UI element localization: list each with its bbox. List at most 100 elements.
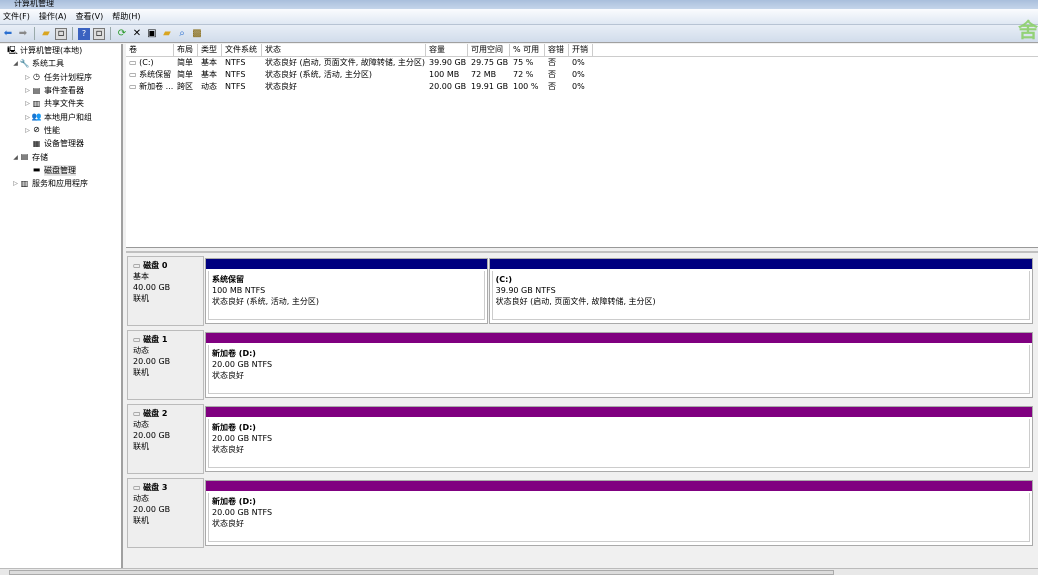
table-cell: 状态良好 <box>265 82 297 91</box>
table-cell: 状态良好 (系统, 活动, 主分区) <box>265 70 372 79</box>
event-viewer-icon: ▤ <box>32 85 41 95</box>
properties-icon[interactable]: ▣ <box>147 27 157 39</box>
menu-view[interactable]: 查看(V) <box>75 12 104 21</box>
tree-item-label: 磁盘管理 <box>44 164 76 176</box>
expander-icon[interactable]: ◢ <box>13 60 18 68</box>
expander-icon[interactable]: ▷ <box>25 100 30 108</box>
partition-name: 系统保留 <box>212 275 244 284</box>
disk-status: 联机 <box>133 368 149 377</box>
expander-icon[interactable]: ▷ <box>25 113 30 121</box>
table-cell: 39.90 GB <box>429 58 467 67</box>
partition-bar <box>206 333 1032 343</box>
menu-help[interactable]: 帮助(H) <box>112 12 141 21</box>
disk-label[interactable]: ▭ 磁盘 3 动态 20.00 GB 联机 <box>127 478 204 548</box>
column-header[interactable]: 开销 <box>569 44 593 56</box>
show-hide-tree-icon[interactable]: ▫ <box>55 27 67 40</box>
column-header[interactable]: % 可用 <box>510 44 545 56</box>
menu-file[interactable]: 文件(F) <box>3 12 30 21</box>
disk-label[interactable]: ▭ 磁盘 2 动态 20.00 GB 联机 <box>127 404 204 474</box>
column-header[interactable]: 类型 <box>198 44 222 56</box>
tools-icon: 🔧 <box>19 58 30 68</box>
tree-item[interactable]: ▷ ▤ 事件查看器 <box>0 84 121 97</box>
up-folder-icon[interactable]: ▰ <box>42 27 50 39</box>
column-header[interactable]: 布局 <box>174 44 198 56</box>
tree-item[interactable]: ▷ ⊘ 性能 <box>0 124 121 137</box>
column-header[interactable]: 状态 <box>262 44 426 56</box>
forward-icon[interactable]: ➡ <box>18 27 28 39</box>
expander-icon[interactable]: ▷ <box>25 126 30 134</box>
tree-item-label: 本地用户和组 <box>44 112 92 122</box>
tree-item-label: 共享文件夹 <box>44 99 84 109</box>
partition[interactable]: (C:) 39.90 GB NTFS 状态良好 (启动, 页面文件, 故障转储, 主… <box>488 258 1033 324</box>
tree-item[interactable]: ▷ 👥 本地用户和组 <box>0 110 121 123</box>
disk-name: 磁盘 2 <box>143 409 168 418</box>
expander-icon[interactable]: ▷ <box>13 180 18 188</box>
partition-bar <box>206 407 1032 417</box>
column-header[interactable]: 卷 <box>126 44 174 56</box>
tree-item[interactable]: ▷ ▥ 共享文件夹 <box>0 97 121 110</box>
table-cell: NTFS <box>225 58 246 67</box>
delete-icon[interactable]: ✕ <box>132 27 142 39</box>
tree-item[interactable]: ◢ 🔧 系统工具 <box>0 57 121 70</box>
tree-item[interactable]: ▦ 设备管理器 <box>0 137 121 150</box>
column-header[interactable]: 可用空间 <box>468 44 510 56</box>
table-cell: 29.75 GB <box>471 58 509 67</box>
table-row[interactable]: ▭ (C:) 简单 基本 NTFS 状态良好 (启动, 页面文件, 故障转储, 主分区)… <box>126 57 1038 69</box>
expander-icon[interactable]: ▷ <box>25 87 30 95</box>
disk-settings-icon[interactable]: ▩ <box>192 27 202 39</box>
disk-label[interactable]: ▭ 磁盘 0 基本 40.00 GB 联机 <box>127 256 204 326</box>
disk-row: ▭ 磁盘 2 动态 20.00 GB 联机 新加卷 (D:) 20.00 GB NTFS 状… <box>127 404 1036 474</box>
tree-item-label: 服务和应用程序 <box>32 179 88 189</box>
window-title: 计算机管理 <box>14 0 54 8</box>
disk-status: 联机 <box>133 442 149 451</box>
refresh-icon[interactable]: ⟳ <box>117 27 127 39</box>
horizontal-scrollbar[interactable] <box>0 568 1038 575</box>
menu-action[interactable]: 操作(A) <box>38 12 67 21</box>
navigation-tree: 🖳 计算机管理(本地) ◢ 🔧 系统工具 ▷ ◷ 任务计划程序 ▷ ▤ 事件查看器 ▷ ▥ 共享文件夹 ▷ 👥… <box>0 44 123 568</box>
disk-row: ▭ 磁盘 0 基本 40.00 GB 联机 系统保留 100 MB NTFS 状态良好 (系… <box>127 256 1036 326</box>
partition[interactable]: 新加卷 (D:) 20.00 GB NTFS 状态良好 <box>205 480 1033 546</box>
toolbar-separator <box>34 27 35 40</box>
table-cell: 简单 <box>177 70 193 79</box>
show-hide-action-icon[interactable]: ▫ <box>93 27 105 40</box>
disk-size: 20.00 GB <box>133 505 171 514</box>
tree-item[interactable]: 🖳 计算机管理(本地) <box>0 44 121 57</box>
column-header[interactable]: 文件系统 <box>222 44 262 56</box>
back-icon[interactable]: ⬅ <box>3 27 13 39</box>
tree-item[interactable]: ▷ ◷ 任务计划程序 <box>0 71 121 84</box>
open-icon[interactable]: ▰ <box>163 27 171 39</box>
tree-item-label: 性能 <box>44 125 60 135</box>
tree-item[interactable]: ▷ ▥ 服务和应用程序 <box>0 177 121 190</box>
table-cell: 72 % <box>513 70 534 79</box>
computer-icon: 🖳 <box>7 45 18 55</box>
disk-type: 动态 <box>133 494 149 503</box>
partition[interactable]: 新加卷 (D:) 20.00 GB NTFS 状态良好 <box>205 332 1033 398</box>
watermark: 舍 <box>1018 18 1038 42</box>
disk-type: 基本 <box>133 272 149 281</box>
help-icon[interactable]: ? <box>78 27 90 40</box>
table-cell: 19.91 GB <box>471 82 509 91</box>
partition-status: 状态良好 <box>212 371 244 380</box>
partition[interactable]: 系统保留 100 MB NTFS 状态良好 (系统, 活动, 主分区) <box>205 258 488 324</box>
table-row[interactable]: ▭ 系统保留 简单 基本 NTFS 状态良好 (系统, 活动, 主分区) 100 MB 72… <box>126 69 1038 81</box>
column-header[interactable]: 容量 <box>426 44 468 56</box>
partition-name: 新加卷 (D:) <box>212 423 256 432</box>
expander-icon[interactable]: ▷ <box>25 73 30 81</box>
disk-name: 磁盘 0 <box>143 261 168 270</box>
table-cell: NTFS <box>225 82 246 91</box>
column-header[interactable]: 容错 <box>545 44 569 56</box>
tree-item[interactable]: ◢ ▤ 存储 <box>0 150 121 163</box>
tree-item[interactable]: ▬ 磁盘管理 <box>0 164 121 177</box>
disk-label[interactable]: ▭ 磁盘 1 动态 20.00 GB 联机 <box>127 330 204 400</box>
volume-icon: ▭ <box>129 58 137 67</box>
partition-name: 新加卷 (D:) <box>212 497 256 506</box>
search-icon[interactable]: ⌕ <box>179 27 185 39</box>
table-row[interactable]: ▭ 新加卷 ... 跨区 动态 NTFS 状态良好 20.00 GB 19.91 GB 100… <box>126 81 1038 93</box>
expander-icon[interactable]: ◢ <box>13 153 18 161</box>
scrollbar-thumb[interactable] <box>9 570 834 575</box>
partition[interactable]: 新加卷 (D:) 20.00 GB NTFS 状态良好 <box>205 406 1033 472</box>
table-cell: 100 % <box>513 82 539 91</box>
clock-icon: ◷ <box>33 72 40 82</box>
cell-volume: ▭ 新加卷 ... <box>126 81 174 93</box>
disk-icon: ▭ <box>133 335 141 344</box>
